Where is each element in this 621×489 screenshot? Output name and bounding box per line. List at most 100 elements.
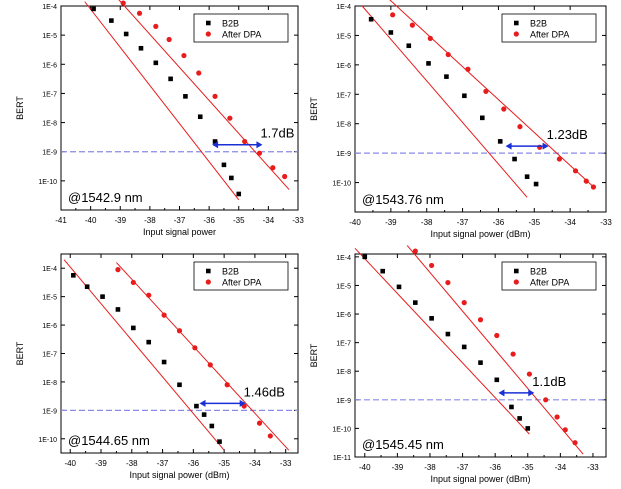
- fit-line-b2b: [63, 259, 225, 451]
- y-tick-label: 1E-9: [336, 151, 351, 158]
- chart-panel-3: -40 -39 -38 -37 -36 -35 -34 -33 1E-4 1E-5 1E-6 1E-7…: [15, 253, 299, 480]
- y-tick-label: 1E-5: [336, 283, 351, 290]
- x-tick-label: -37: [157, 459, 169, 468]
- y-tick-label: 1E-6: [42, 62, 57, 69]
- data-point-b2b: [168, 76, 173, 82]
- y-tick-label: 1E-10: [332, 181, 351, 188]
- y-tick-label: 1E-4: [42, 266, 57, 273]
- y-axis-label: BERT: [309, 97, 319, 121]
- data-point-b2b: [445, 331, 451, 337]
- x-tick-label: -40: [64, 459, 76, 468]
- data-point-b2b: [123, 31, 129, 37]
- data-point-b2b: [209, 423, 215, 429]
- data-point-after-dpa: [267, 433, 273, 439]
- data-point-after-dpa: [176, 328, 183, 334]
- y-tick-label: 1E-10: [38, 179, 57, 186]
- y-tick-label: 1E-8: [42, 121, 57, 128]
- data-point-b2b: [462, 93, 467, 99]
- x-tick-label: -36: [493, 218, 505, 227]
- y-tick-label: 1E-4: [336, 255, 351, 262]
- x-tick-label: -35: [218, 459, 230, 468]
- x-tick-label: -38: [424, 463, 436, 472]
- data-point-after-dpa: [256, 150, 263, 156]
- x-tick-label: -33: [587, 463, 599, 472]
- data-point-after-dpa: [282, 173, 288, 180]
- data-point-after-dpa: [477, 317, 484, 323]
- data-point-b2b: [533, 181, 539, 187]
- data-point-after-dpa: [136, 10, 143, 16]
- data-point-after-dpa: [583, 178, 589, 184]
- y-tick-label: 1E-7: [336, 341, 351, 348]
- legend-box: [501, 13, 597, 43]
- data-point-b2b: [183, 94, 188, 99]
- x-tick-label: -34: [555, 463, 567, 472]
- legend-marker-after-dpa: [205, 31, 211, 37]
- data-point-b2b: [115, 307, 121, 312]
- data-point-b2b: [525, 426, 531, 431]
- data-point-b2b: [512, 156, 517, 162]
- data-point-b2b: [177, 382, 182, 388]
- data-point-after-dpa: [465, 66, 471, 72]
- y-tick-label: 1E-5: [336, 33, 351, 40]
- x-tick-label: -36: [188, 459, 200, 468]
- x-tick-label: -35: [529, 218, 541, 227]
- data-point-after-dpa: [556, 156, 562, 162]
- y-tick-label: 1E-8: [336, 369, 351, 376]
- penalty-arrowhead-right: [528, 389, 535, 397]
- data-point-after-dpa: [409, 22, 415, 28]
- fit-line-b2b: [361, 5, 528, 198]
- wavelength-annotation: @1544.65 nm: [68, 433, 150, 448]
- wavelength-annotation: @1542.9 nm: [68, 190, 143, 205]
- data-point-after-dpa: [461, 300, 467, 306]
- data-point-after-dpa: [445, 279, 451, 286]
- data-point-b2b: [494, 377, 500, 383]
- data-point-b2b: [396, 284, 402, 290]
- data-point-b2b: [509, 404, 514, 410]
- data-point-b2b: [201, 412, 207, 417]
- y-tick-label: 1E-10: [332, 426, 351, 433]
- fit-line-after-dpa: [118, 0, 290, 190]
- data-point-after-dpa: [572, 168, 579, 174]
- data-point-b2b: [429, 316, 434, 321]
- legend-label: B2B: [530, 19, 547, 29]
- y-tick-label: 1E-6: [336, 312, 351, 319]
- data-point-b2b: [524, 174, 530, 179]
- penalty-label: 1.23dB: [547, 127, 588, 142]
- penalty-arrowhead-right: [256, 141, 263, 149]
- data-point-after-dpa: [562, 427, 568, 433]
- y-tick-label: 1E-8: [336, 122, 351, 129]
- x-tick-label: -39: [114, 216, 126, 225]
- x-tick-label: -33: [600, 218, 612, 227]
- y-tick-label: 1E-4: [336, 4, 351, 11]
- data-point-after-dpa: [212, 93, 218, 99]
- data-point-after-dpa: [192, 345, 198, 351]
- y-tick-label: 1E-7: [42, 352, 57, 359]
- y-axis-label: BERT: [15, 341, 25, 365]
- data-point-after-dpa: [181, 52, 187, 59]
- x-axis-label: Input signal power (dBm): [430, 474, 530, 484]
- legend-marker-b2b: [206, 268, 211, 274]
- data-point-b2b: [217, 439, 222, 444]
- data-point-after-dpa: [166, 36, 172, 43]
- wavelength-annotation: @1545.45 nm: [362, 437, 444, 452]
- data-point-after-dpa: [115, 267, 121, 273]
- x-tick-label: -37: [457, 463, 469, 472]
- data-point-b2b: [194, 403, 199, 409]
- y-tick-label: 1E-11: [333, 455, 351, 462]
- data-point-b2b: [197, 114, 203, 120]
- data-point-after-dpa: [501, 106, 507, 112]
- y-tick-label: 1E-9: [42, 408, 57, 415]
- data-point-b2b: [212, 139, 218, 144]
- legend-marker-after-dpa: [513, 279, 519, 285]
- x-tick-label: -39: [95, 459, 107, 468]
- data-point-b2b: [461, 344, 467, 350]
- y-axis-label: BERT: [309, 343, 319, 367]
- data-point-after-dpa: [445, 51, 451, 58]
- x-tick-label: -38: [144, 216, 156, 225]
- data-point-after-dpa: [224, 382, 230, 388]
- x-axis-label: Input signal power (dBm): [430, 229, 530, 239]
- data-point-b2b: [406, 43, 412, 49]
